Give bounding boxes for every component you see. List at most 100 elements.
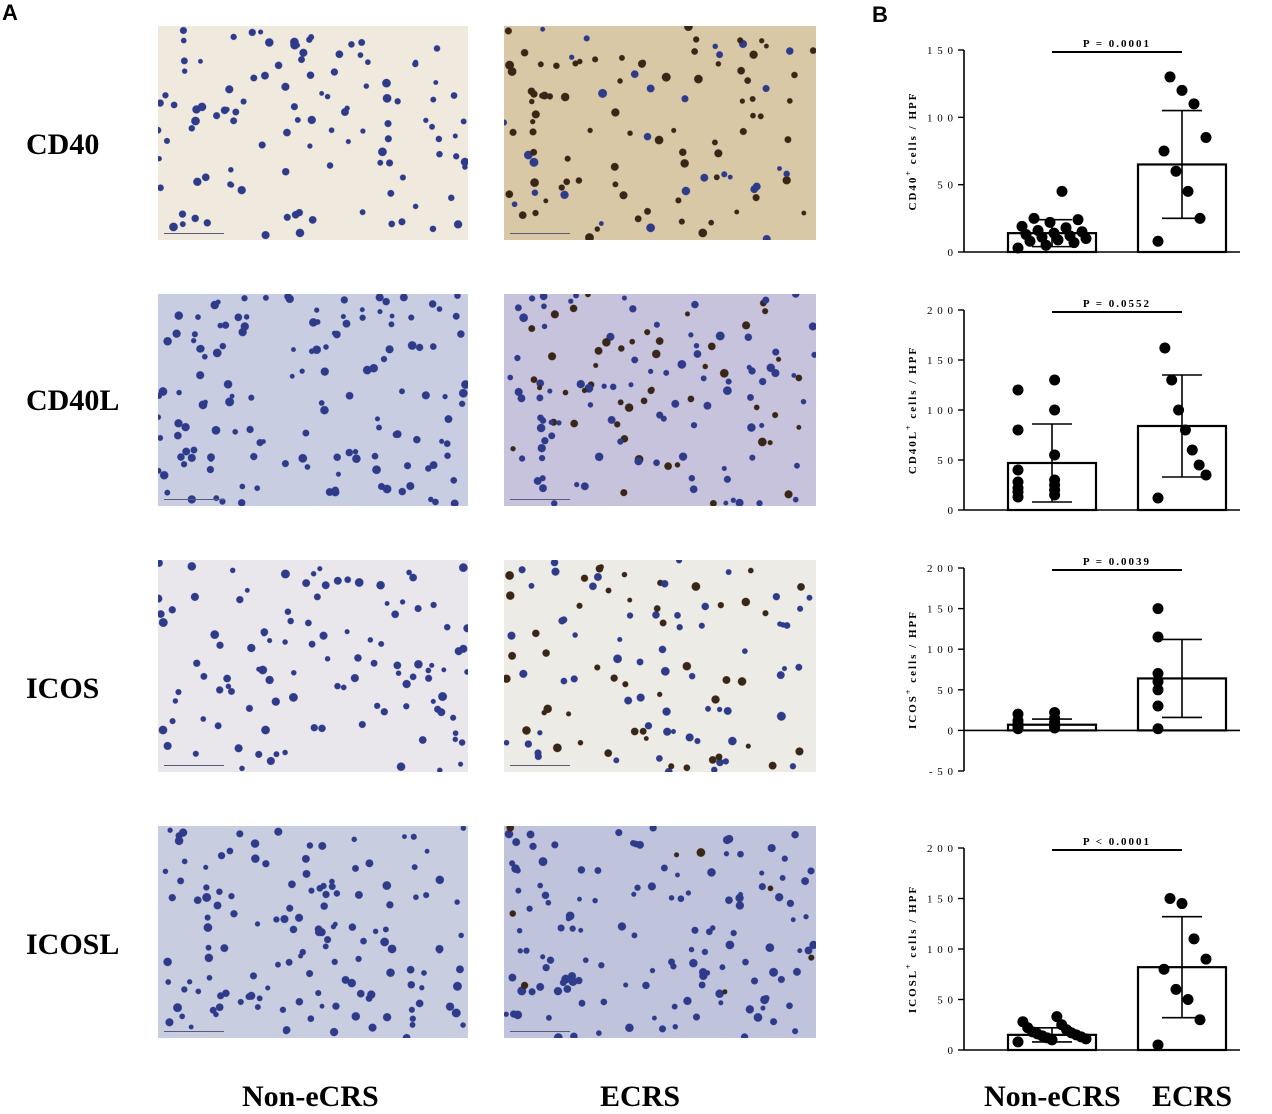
panel-b-label: B <box>872 2 888 27</box>
p-value-label: P < 0.0001 <box>1083 836 1151 848</box>
scale-bar <box>510 765 570 766</box>
data-point <box>1176 84 1188 96</box>
y-axis-label: ICOSL+ cells / HPF <box>904 885 919 1013</box>
data-point <box>1060 222 1072 234</box>
data-point <box>1152 723 1164 735</box>
data-point <box>1152 1039 1164 1051</box>
p-value-label: P = 0.0552 <box>1083 298 1151 310</box>
data-point <box>1032 224 1044 236</box>
data-point <box>1152 676 1164 688</box>
row-label-icosl: ICOSL <box>26 928 120 961</box>
y-tick-label: - 5 0 <box>929 766 954 778</box>
p-value-label: P = 0.0039 <box>1083 556 1151 568</box>
y-tick-label: 5 0 <box>937 180 954 192</box>
scale-bar <box>164 233 224 234</box>
data-point <box>1056 1019 1068 1031</box>
data-point <box>1166 374 1178 386</box>
y-tick-label: 5 0 <box>937 455 954 467</box>
scale-bar <box>510 233 570 234</box>
scale-bar <box>164 1031 224 1032</box>
row-label-cd40l: CD40L <box>26 384 120 417</box>
data-point <box>1188 933 1200 945</box>
y-tick-label: 0 <box>948 1045 955 1057</box>
data-point <box>1152 603 1164 615</box>
data-point <box>1049 474 1061 486</box>
data-point <box>1200 469 1212 481</box>
data-point <box>1164 71 1176 83</box>
panel-a-label: A <box>2 0 18 25</box>
micrograph-icosl-non-ecrs <box>158 826 468 1038</box>
group-label-ecrs-right: ECRS <box>1152 1080 1233 1113</box>
data-point <box>1194 1014 1206 1026</box>
data-point <box>1188 98 1200 110</box>
group-label-ecrs-left: ECRS <box>600 1080 681 1113</box>
data-point <box>1152 668 1164 680</box>
data-point <box>1012 708 1024 720</box>
y-tick-label: 1 5 0 <box>927 894 954 906</box>
data-point <box>1049 374 1061 386</box>
y-tick-label: 1 0 0 <box>927 944 954 956</box>
micrograph-icos-ecrs <box>504 560 816 772</box>
micrograph-icos-non-ecrs <box>158 560 468 772</box>
data-point <box>1152 235 1164 247</box>
row-label-cd40: CD40 <box>26 128 100 161</box>
data-point <box>1182 994 1194 1005</box>
data-point <box>1012 476 1024 488</box>
data-point <box>1159 342 1171 354</box>
data-point <box>1186 444 1198 456</box>
data-point <box>1152 631 1164 643</box>
data-point <box>1152 684 1164 696</box>
data-point <box>1049 707 1061 719</box>
data-point <box>1048 227 1060 239</box>
micrograph-cd40l-non-ecrs <box>158 294 468 506</box>
bar-chart-2: - 5 0 0 5 0 1 0 0 1 5 0 2 0 0 ICOS+ cells / HP… <box>904 556 1240 778</box>
data-point <box>1200 132 1212 144</box>
y-tick-label: 2 0 0 <box>927 305 954 317</box>
y-tick-label: 0 <box>948 247 955 259</box>
y-tick-label: 5 0 <box>937 995 954 1007</box>
y-tick-label: 0 <box>948 725 955 737</box>
data-point <box>1164 893 1176 904</box>
scale-bar <box>510 499 570 500</box>
data-point <box>1076 226 1088 238</box>
y-tick-label: 0 <box>948 505 955 517</box>
scale-bar <box>164 499 224 500</box>
data-point <box>1012 424 1024 436</box>
y-axis-label: CD40L+ cells / HPF <box>904 346 919 474</box>
group-label-non-ecrs-right: Non-eCRS <box>984 1080 1121 1113</box>
micrograph-icosl-ecrs <box>504 826 816 1038</box>
data-point <box>1012 1036 1024 1048</box>
p-value-label: P = 0.0001 <box>1083 38 1151 50</box>
y-tick-label: 5 0 <box>937 685 954 697</box>
y-tick-label: 1 5 0 <box>927 604 954 616</box>
y-tick-label: 1 0 0 <box>927 644 954 656</box>
data-point <box>1072 214 1084 226</box>
data-point <box>1049 404 1061 416</box>
y-tick-label: 2 0 0 <box>927 843 954 855</box>
y-axis-label: ICOS+ cells / HPF <box>904 610 919 729</box>
data-point <box>1051 1011 1063 1023</box>
data-point <box>1170 165 1182 177</box>
scale-bar <box>164 765 224 766</box>
data-point <box>1152 492 1164 504</box>
y-tick-label: 1 0 0 <box>927 112 954 124</box>
data-point <box>1012 464 1024 476</box>
data-point <box>1056 185 1068 197</box>
bar-chart-3: 0 5 0 1 0 0 1 5 0 2 0 0 ICOSL+ cells / HPF P <… <box>904 836 1240 1057</box>
data-point <box>1173 404 1185 416</box>
y-axis-label: CD40+ cells / HPF <box>904 92 919 211</box>
y-tick-label: 1 0 0 <box>927 405 954 417</box>
data-point <box>1044 216 1056 228</box>
data-point <box>1152 700 1164 712</box>
y-tick-label: 2 0 0 <box>927 563 954 575</box>
data-point <box>1028 212 1040 224</box>
group-label-non-ecrs-left: Non-eCRS <box>242 1080 379 1113</box>
data-point <box>1049 449 1061 461</box>
data-point <box>1200 953 1212 965</box>
y-tick-label: 1 5 0 <box>927 355 954 367</box>
scale-bar <box>510 1031 570 1032</box>
micrograph-cd40-ecrs <box>504 26 816 240</box>
y-tick-label: 1 5 0 <box>927 45 954 57</box>
data-point <box>1182 185 1194 197</box>
